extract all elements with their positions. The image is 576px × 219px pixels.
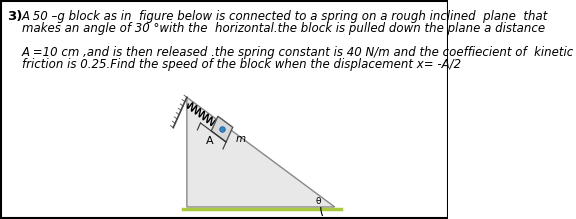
Text: 3): 3) [7, 10, 22, 23]
Text: A =10 cm ,and is then released .the spring constant is 40 N/m and the coeffiecie: A =10 cm ,and is then released .the spri… [22, 46, 574, 59]
Text: makes an angle of 30 °with the  horizontal.the block is pulled down the plane a : makes an angle of 30 °with the horizonta… [22, 22, 545, 35]
Text: A: A [206, 136, 213, 146]
Polygon shape [211, 116, 233, 142]
Polygon shape [187, 97, 335, 207]
Text: friction is 0.25.Find the speed of the block when the displacement x= -A/2: friction is 0.25.Find the speed of the b… [22, 58, 461, 71]
Text: A 50 –g block as in  figure below is connected to a spring on a rough inclined  : A 50 –g block as in figure below is conn… [22, 10, 548, 23]
Text: θ: θ [316, 196, 321, 205]
Text: m: m [236, 134, 246, 144]
